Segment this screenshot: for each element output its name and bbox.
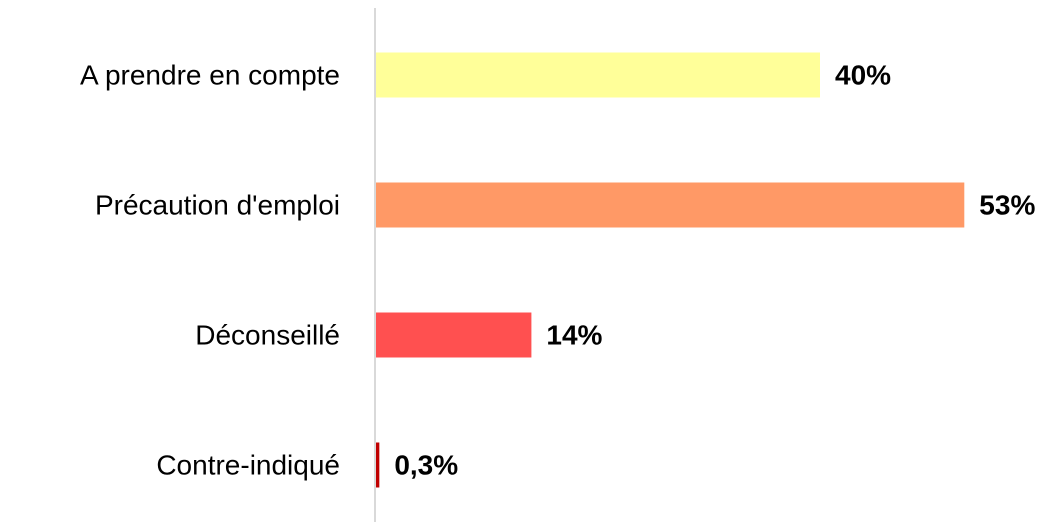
category-label: Précaution d'emploi: [95, 189, 340, 220]
bar: [376, 52, 820, 98]
bar: [376, 442, 380, 488]
category-label: Contre-indiqué: [156, 449, 340, 480]
category-label: A prendre en compte: [80, 59, 340, 90]
bar: [376, 312, 532, 358]
value-label: 14%: [546, 319, 602, 350]
value-label: 0,3%: [394, 449, 458, 480]
bar: [376, 182, 965, 228]
category-label: Déconseillé: [195, 319, 340, 350]
value-label: 40%: [835, 59, 891, 90]
value-label: 53%: [979, 189, 1035, 220]
